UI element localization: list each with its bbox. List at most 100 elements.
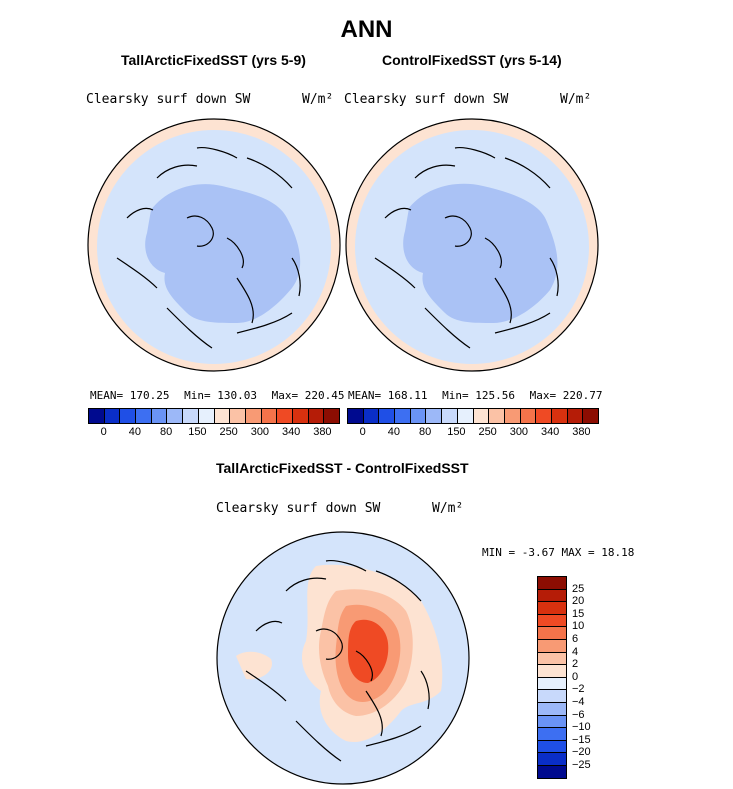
- map-1-coastlines: [116, 147, 301, 349]
- colorbar-tick-label: 300: [250, 426, 270, 438]
- panel-2-mean: MEAN= 168.11: [348, 389, 428, 402]
- panel-1-mean: MEAN= 170.25: [90, 389, 170, 402]
- colorbar-tick-label: −4: [572, 696, 585, 708]
- colorbar-swatch: [538, 715, 566, 729]
- colorbar-2-ticks: 0 40 80 150 250 300 340 380: [347, 426, 597, 440]
- colorbar-tick-label: 10: [572, 620, 585, 633]
- difference-colorbar: [537, 576, 567, 779]
- colorbar-swatch: [136, 409, 152, 423]
- colorbar-tick-label: 20: [572, 595, 585, 608]
- colorbar-tick-label: 2: [572, 658, 579, 671]
- colorbar-tick-label: 150: [447, 426, 466, 438]
- colorbar-swatch: [308, 409, 325, 423]
- colorbar-swatch: [395, 409, 411, 423]
- colorbar-swatch: [167, 409, 184, 423]
- panel-1-min: Min= 130.03: [184, 389, 257, 402]
- panel-1-variable: Clearsky surf down SW: [86, 92, 251, 107]
- panel-1-units: W/m²: [302, 92, 334, 107]
- colorbar-swatch: [538, 589, 566, 603]
- colorbar-tick-label: 340: [281, 426, 301, 438]
- diff-red-orange-core: [348, 619, 389, 683]
- difference-panel-units: W/m²: [432, 501, 464, 516]
- colorbar-swatch: [538, 677, 566, 691]
- colorbar-tick-label: 6: [572, 633, 579, 645]
- colorbar-swatch: [538, 665, 566, 678]
- colorbar-tick-label: 380: [572, 426, 591, 438]
- colorbar-swatch: [348, 409, 364, 423]
- difference-colorbar-ticks: 25 20 15 10 6 4 2 0 −2 −4 −6 −10 −15 −20 −25: [572, 576, 612, 778]
- map-1-mid-blue-region: [145, 184, 301, 323]
- colorbar-swatch: [379, 409, 396, 423]
- colorbar-tick-label: −6: [572, 708, 585, 721]
- colorbar-tick-label: 25: [572, 582, 585, 595]
- colorbar-tick-label: 15: [572, 607, 585, 620]
- panel-2-stats: MEAN= 168.11 Min= 125.56 Max= 220.77: [348, 389, 602, 402]
- colorbar-tick-label: −25: [572, 759, 591, 771]
- colorbar-swatch: [538, 728, 566, 741]
- colorbar-swatch: [504, 409, 521, 423]
- colorbar-swatch: [538, 702, 566, 716]
- colorbar-tick-label: 80: [160, 426, 173, 438]
- colorbar-swatch: [538, 753, 566, 766]
- colorbar-swatch: [473, 409, 490, 423]
- colorbar-swatch: [120, 409, 137, 423]
- colorbar-1: [88, 408, 340, 424]
- diff-coastlines: [245, 560, 430, 762]
- map-panel-1: [87, 118, 341, 372]
- colorbar-swatch: [536, 409, 552, 423]
- colorbar-swatch: [457, 409, 474, 423]
- map-2-mid-blue-region: [403, 183, 558, 323]
- colorbar-tick-label: −20: [572, 746, 591, 759]
- colorbar-swatch: [245, 409, 262, 423]
- colorbar-swatch: [551, 409, 568, 423]
- difference-panel-title: TallArcticFixedSST - ControlFixedSST: [216, 460, 469, 476]
- panel-1-max: Max= 220.45: [271, 389, 345, 402]
- colorbar-tick-label: 340: [540, 426, 560, 438]
- colorbar-tick-label: 300: [509, 426, 529, 438]
- figure-title: ANN: [340, 16, 393, 43]
- colorbar-tick-label: 0: [572, 670, 579, 683]
- colorbar-tick-label: 150: [188, 426, 207, 438]
- map-panel-difference: [216, 531, 470, 785]
- colorbar-tick-label: 4: [572, 645, 579, 658]
- colorbar-swatch: [538, 627, 566, 640]
- map-1-border: [87, 118, 341, 372]
- colorbar-swatch: [442, 409, 458, 423]
- difference-panel-variable: Clearsky surf down SW: [216, 501, 381, 516]
- map-2-border: [345, 118, 599, 372]
- colorbar-swatch: [230, 409, 246, 423]
- colorbar-swatch: [567, 409, 584, 423]
- colorbar-swatch: [538, 740, 566, 754]
- map-2-coastlines: [374, 147, 559, 349]
- colorbar-tick-label: 0: [100, 426, 107, 438]
- colorbar-swatch: [538, 602, 566, 615]
- colorbar-swatch: [520, 409, 537, 423]
- colorbar-swatch: [426, 409, 443, 423]
- colorbar-tick-label: −10: [572, 721, 591, 734]
- colorbar-swatch: [261, 409, 278, 423]
- colorbar-tick-label: 0: [359, 426, 366, 438]
- colorbar-swatch: [538, 614, 566, 628]
- colorbar-swatch: [89, 409, 105, 423]
- panel-2-variable: Clearsky surf down SW: [344, 92, 509, 107]
- panel-1-stats: MEAN= 170.25 Min= 130.03 Max= 220.45: [90, 389, 344, 402]
- colorbar-swatch: [538, 639, 566, 653]
- difference-minmax: MIN = -3.67 MAX = 18.18: [482, 546, 635, 559]
- colorbar-swatch: [198, 409, 215, 423]
- colorbar-swatch: [183, 409, 199, 423]
- colorbar-swatch: [538, 652, 566, 666]
- colorbar-swatch: [363, 409, 380, 423]
- colorbar-1-ticks: 0 40 80 150 250 300 340 380: [88, 426, 338, 440]
- colorbar-swatch: [583, 409, 598, 423]
- colorbar-swatch: [214, 409, 231, 423]
- colorbar-swatch: [538, 765, 566, 778]
- colorbar-tick-label: 380: [313, 426, 332, 438]
- map-panel-2: [345, 118, 599, 372]
- colorbar-swatch: [538, 690, 566, 703]
- colorbar-tick-label: 40: [387, 426, 400, 438]
- diff-peach-west: [236, 651, 272, 680]
- panel-2-max: Max= 220.77: [529, 389, 603, 402]
- colorbar-swatch: [151, 409, 168, 423]
- colorbar-tick-label: −15: [572, 733, 591, 746]
- colorbar-tick-label: 80: [419, 426, 432, 438]
